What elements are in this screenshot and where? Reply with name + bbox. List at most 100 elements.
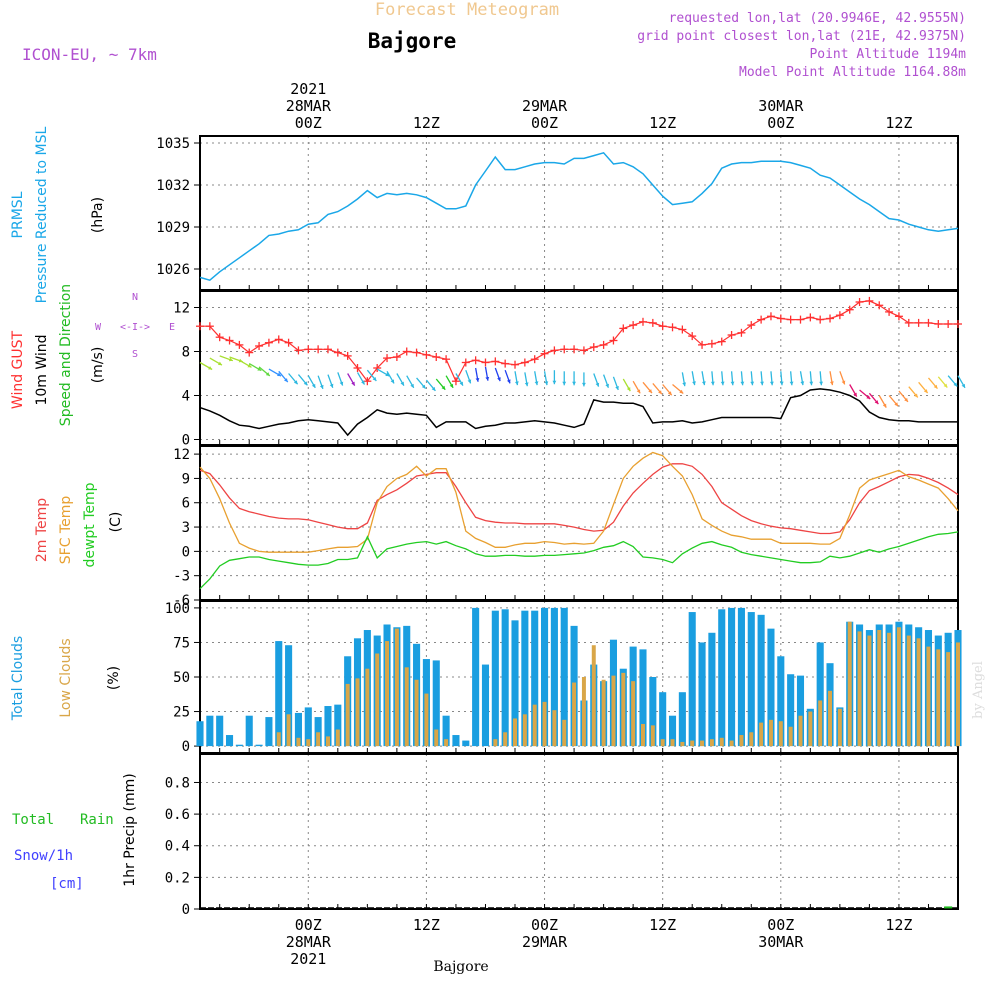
gust-marker — [737, 328, 746, 337]
time-tick-label: 12Z — [413, 114, 440, 132]
y-tick-label: 1026 — [156, 262, 190, 278]
low-cloud-bar — [729, 740, 734, 747]
total-cloud-bar — [442, 715, 450, 747]
wind-arrow — [219, 355, 234, 362]
low-cloud-bar — [385, 641, 390, 747]
wind-arrow-head — [284, 378, 288, 383]
low-cloud-bar — [513, 718, 517, 747]
gust-marker — [353, 364, 362, 372]
gust-marker — [678, 325, 687, 334]
wind-arrow — [878, 395, 887, 408]
gust-marker — [215, 333, 224, 342]
y-tick-label: 6 — [182, 496, 190, 512]
wind-arrow — [484, 366, 490, 381]
total-cloud-bar — [639, 649, 647, 747]
y-tick-label: 4 — [182, 389, 190, 405]
wind-arrow — [534, 371, 539, 386]
wind-arrow-head — [730, 381, 735, 386]
wind-arrow — [396, 373, 405, 386]
wind-arrow-head — [605, 383, 610, 388]
low-cloud-bar — [286, 714, 291, 747]
temp2m-label: 2m Temp — [34, 498, 50, 562]
gust-marker — [363, 377, 372, 386]
gust-marker — [776, 314, 785, 323]
low-cloud-bar — [503, 732, 508, 747]
gust-marker — [619, 324, 628, 333]
wind-arrow-head — [809, 381, 814, 386]
wind-arrow — [582, 372, 586, 387]
panel-frame — [199, 753, 959, 910]
wind-arrow — [307, 375, 316, 389]
gust-marker — [688, 332, 697, 341]
gust-marker — [432, 353, 441, 361]
wind-arrow — [662, 384, 673, 396]
total-cloud-bar — [787, 674, 795, 747]
low-cloud-bar — [936, 649, 941, 747]
model-label: ICON-EU, ~ 7km — [22, 45, 157, 64]
low-cloud-bar — [700, 740, 705, 747]
total-cloud-bar — [541, 607, 549, 747]
wind-arrow — [602, 374, 610, 388]
wind-arrow — [524, 372, 529, 387]
wind-arrow-head — [923, 389, 928, 394]
gust-marker — [314, 345, 323, 354]
time-tick-label: 00Z — [767, 916, 794, 934]
wind-arrow — [209, 357, 223, 366]
gust-marker — [235, 340, 244, 349]
gust-marker — [491, 357, 500, 366]
total-cloud-bar — [206, 715, 214, 747]
sfctemp-label: SFC Temp — [58, 496, 74, 565]
total-cloud-bar — [255, 744, 263, 747]
wind-arrow-head — [750, 381, 755, 386]
gust-marker — [638, 317, 647, 326]
gust-marker — [875, 301, 884, 310]
wind-arrow-head — [961, 383, 965, 388]
low-cloud-bar — [434, 729, 439, 747]
gust-marker — [934, 320, 943, 328]
wind-arrow-head — [390, 379, 395, 384]
panels: 102610291032103504812-6-3036912025507510… — [156, 135, 966, 918]
cloud-unit: (%) — [106, 666, 122, 690]
wind-arrow-head — [720, 381, 725, 386]
time-tick-label: 00Z — [295, 114, 322, 132]
wind-arrow — [859, 389, 871, 400]
wind-arrow — [504, 369, 511, 384]
wind-arrow-head — [682, 382, 687, 387]
gust-marker — [579, 346, 588, 355]
total-cloud-bar — [560, 607, 568, 747]
wind-arrow — [239, 359, 252, 368]
wind-arrow — [829, 371, 834, 386]
time-tick-label: 12Z — [885, 114, 912, 132]
wind-arrow-head — [866, 395, 871, 399]
gust-marker — [835, 311, 844, 320]
wind-arrow-head — [385, 372, 390, 377]
gust-marker — [550, 346, 559, 355]
low-cloud-bar — [276, 732, 281, 747]
rain-label: Rain — [80, 812, 114, 828]
wind-arrow-head — [636, 389, 641, 394]
y-tick-label: 50 — [173, 670, 190, 686]
wind-arrow — [552, 370, 557, 385]
panel-frame — [199, 290, 959, 446]
total-cloud-bar — [668, 715, 677, 747]
wind-arrow-head — [829, 381, 834, 386]
low-cloud-bar — [552, 710, 557, 747]
gust-marker — [954, 320, 962, 328]
wind-arrow — [543, 371, 549, 386]
wind-arrow-head — [459, 381, 463, 386]
y-tick-label: 3 — [182, 520, 190, 536]
wind10-line — [199, 388, 958, 437]
total-cloud-bar — [481, 664, 490, 747]
compass-north: N — [132, 292, 138, 303]
low-cloud-bar — [956, 642, 960, 747]
time-tick-label: 12Z — [649, 114, 676, 132]
wind-arrow-head — [658, 390, 662, 395]
total-cloud-bar — [491, 610, 499, 747]
y-tick-label: 1029 — [156, 220, 190, 236]
wind-arrow-head — [626, 387, 631, 392]
gust-marker — [333, 348, 342, 357]
gust-marker — [816, 315, 825, 324]
total-precip-label: Total — [12, 812, 54, 828]
wind-arrow-head — [475, 377, 480, 382]
wind-arrow — [701, 371, 706, 386]
